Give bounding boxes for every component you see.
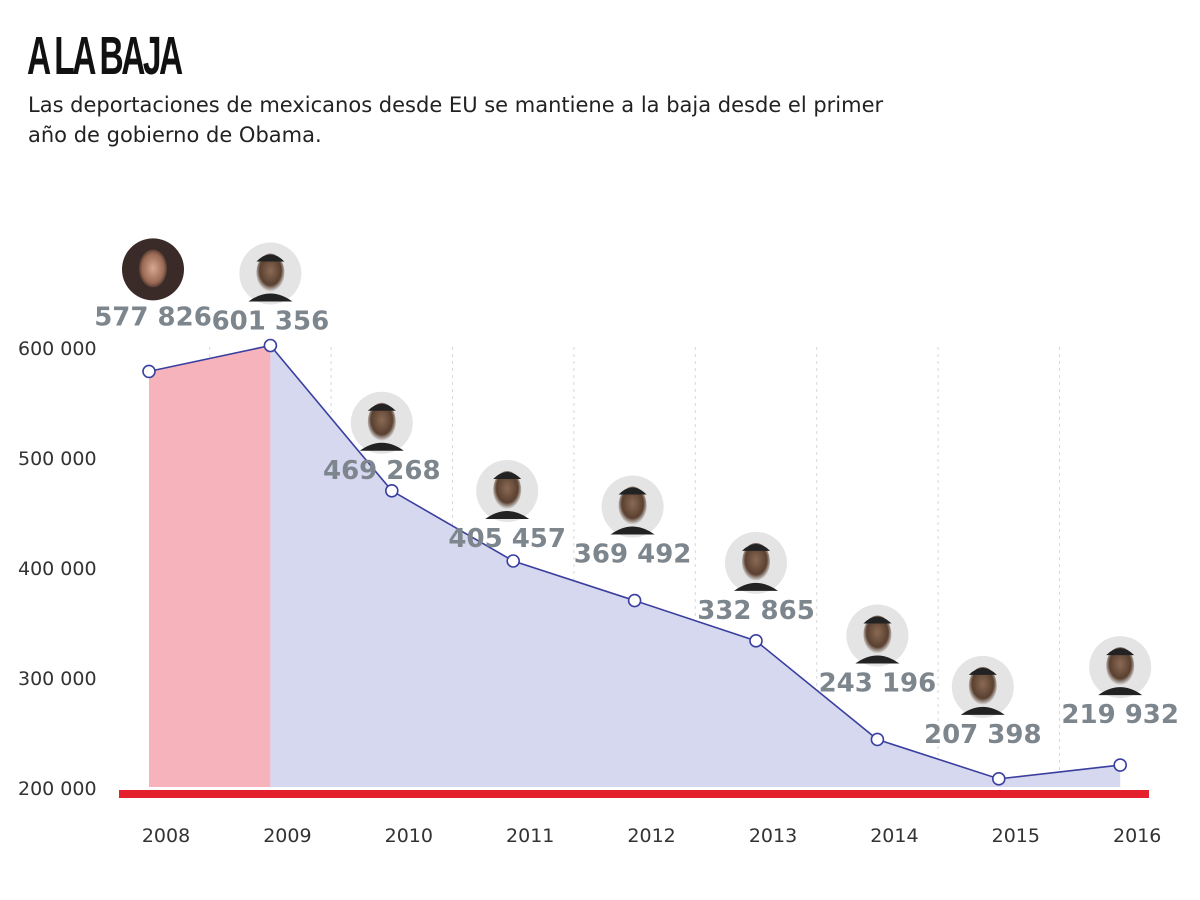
data-label: 469 268 <box>323 456 441 486</box>
y-tick-label: 600 000 <box>18 338 97 360</box>
data-point <box>142 364 156 379</box>
baseline <box>119 790 1149 798</box>
data-point <box>1113 758 1127 772</box>
x-tick-label: 2009 <box>263 825 311 847</box>
portrait-hair <box>1106 648 1135 656</box>
data-label: 369 492 <box>574 540 692 570</box>
portrait-suit <box>485 510 530 519</box>
data-label: 405 457 <box>448 524 566 554</box>
portrait-hair <box>863 616 892 624</box>
data-point <box>870 732 885 747</box>
portrait-face <box>139 249 167 288</box>
x-tick-label: 2016 <box>1113 825 1161 847</box>
chart-subtitle: Las deportaciones de mexicanos desde EU … <box>28 93 884 147</box>
x-tick-label: 2008 <box>142 825 190 847</box>
portrait-hair <box>742 543 770 551</box>
data-label: 219 932 <box>1061 700 1179 730</box>
area-obama <box>270 345 1121 787</box>
x-tick-label: 2015 <box>992 825 1040 847</box>
data-point <box>263 338 278 353</box>
portrait-hair <box>618 487 647 495</box>
y-tick-label: 300 000 <box>18 668 97 690</box>
area-bush <box>149 345 271 787</box>
data-point <box>991 772 1006 786</box>
portrait-hair <box>493 471 522 479</box>
x-tick-label: 2011 <box>506 825 554 847</box>
portrait-face <box>742 542 770 581</box>
x-tick-label: 2013 <box>749 825 797 847</box>
portrait-face <box>618 486 647 525</box>
y-tick-label: 500 000 <box>18 448 97 470</box>
x-tick-label: 2012 <box>627 825 675 847</box>
portrait-face <box>493 470 522 509</box>
portrait-hair <box>256 254 285 262</box>
y-tick-label: 200 000 <box>18 778 97 800</box>
portrait-suit <box>248 293 293 302</box>
portrait-face <box>968 666 997 705</box>
data-point <box>506 554 521 568</box>
portrait-suit <box>1098 687 1143 696</box>
portrait-hair <box>968 667 997 675</box>
data-label: 577 826 <box>94 302 212 332</box>
portrait-suit <box>359 442 404 451</box>
x-tick-label: 2014 <box>870 825 918 847</box>
chart-title: A LA BAJA <box>27 26 183 86</box>
data-label: 207 398 <box>924 720 1042 750</box>
portrait-suit <box>960 706 1005 715</box>
data-label: 601 356 <box>212 307 330 337</box>
portrait-face <box>256 253 285 292</box>
portrait-face <box>367 402 396 441</box>
portrait-suit <box>610 526 655 535</box>
data-point <box>627 593 642 608</box>
data-point <box>749 634 763 648</box>
data-label: 243 196 <box>819 668 937 698</box>
portrait-face <box>863 615 892 654</box>
x-tick-label: 2010 <box>385 825 433 847</box>
data-label: 332 865 <box>697 596 815 626</box>
portrait-suit <box>734 582 778 591</box>
data-point <box>384 484 399 498</box>
portrait-face <box>1106 647 1135 686</box>
portrait-hair <box>367 403 396 411</box>
portrait-suit <box>855 655 900 664</box>
y-tick-label: 400 000 <box>18 558 97 580</box>
